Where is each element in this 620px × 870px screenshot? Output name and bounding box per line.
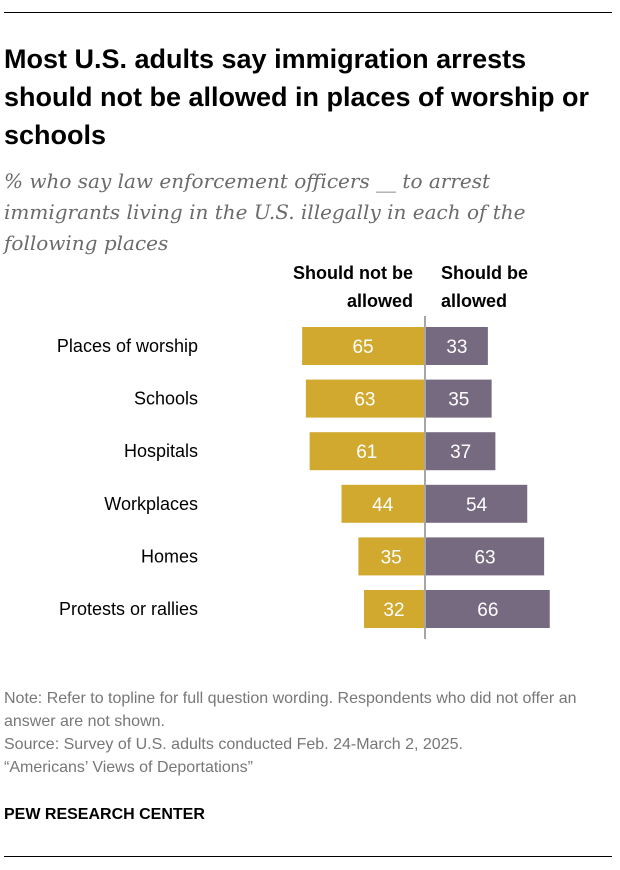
bar-should-be-allowed-homes	[426, 537, 545, 576]
bar-should-not-be-allowed-hospitals	[309, 432, 424, 471]
value-label-should-be-allowed-workplaces: 54	[466, 495, 488, 516]
source-text: Source: Survey of U.S. adults conducted …	[4, 736, 463, 753]
header-should-be-allowed: allowed	[441, 291, 507, 311]
top-rule	[4, 12, 612, 13]
category-label-schools: Schools	[134, 389, 198, 409]
chart-notes: Note: Refer to topline for full question…	[4, 687, 604, 779]
chart-subtitle: % who say law enforcement officers __ to…	[4, 169, 526, 255]
category-label-protests-or-rallies: Protests or rallies	[59, 599, 198, 619]
category-label-hospitals: Hospitals	[124, 441, 198, 461]
value-label-should-not-be-allowed-workplaces: 44	[372, 495, 394, 516]
bar-should-not-be-allowed-workplaces	[341, 484, 424, 523]
header-should-not-be-allowed: Should not be	[293, 263, 413, 283]
bottom-rule	[4, 856, 612, 857]
bar-should-not-be-allowed-places-of-worship	[302, 327, 424, 365]
value-label-should-not-be-allowed-homes: 35	[381, 547, 402, 568]
note-text: Note: Refer to topline for full question…	[4, 690, 577, 730]
header-should-not-be-allowed: allowed	[347, 291, 413, 311]
header-should-be-allowed: Should be	[441, 263, 528, 283]
value-label-should-not-be-allowed-schools: 63	[354, 390, 375, 411]
bar-should-not-be-allowed-schools	[305, 379, 424, 418]
value-label-should-be-allowed-places-of-worship: 33	[446, 337, 467, 358]
chart-title: Most U.S. adults say immigration arrests…	[4, 44, 590, 150]
pew-research-center-logo: PEW RESEARCH CENTER	[4, 806, 205, 823]
value-label-should-not-be-allowed-protests-or-rallies: 32	[383, 600, 404, 621]
value-label-should-be-allowed-homes: 63	[474, 547, 495, 568]
value-label-should-be-allowed-hospitals: 37	[450, 442, 471, 463]
bar-should-be-allowed-schools	[426, 379, 492, 418]
bar-should-be-allowed-places-of-worship	[426, 327, 488, 365]
bar-should-be-allowed-protests-or-rallies	[426, 590, 550, 628]
diverging-bar-chart: Should not be allowed Should be allowed Plac…	[57, 263, 550, 639]
value-label-should-not-be-allowed-hospitals: 61	[356, 442, 377, 463]
bar-should-not-be-allowed-protests-or-rallies	[364, 590, 424, 628]
category-label-places-of-worship: Places of worship	[57, 336, 198, 356]
category-label-workplaces: Workplaces	[104, 494, 198, 514]
value-label-should-not-be-allowed-places-of-worship: 65	[352, 337, 373, 358]
value-label-should-be-allowed-schools: 35	[448, 390, 469, 411]
bar-should-be-allowed-hospitals	[426, 432, 496, 471]
bar-should-not-be-allowed-homes	[358, 537, 424, 576]
value-label-should-be-allowed-protests-or-rallies: 66	[477, 600, 498, 621]
bar-should-be-allowed-workplaces	[426, 484, 528, 523]
category-label-homes: Homes	[141, 546, 198, 566]
report-title: “Americans’ Views of Deportations”	[4, 759, 253, 776]
